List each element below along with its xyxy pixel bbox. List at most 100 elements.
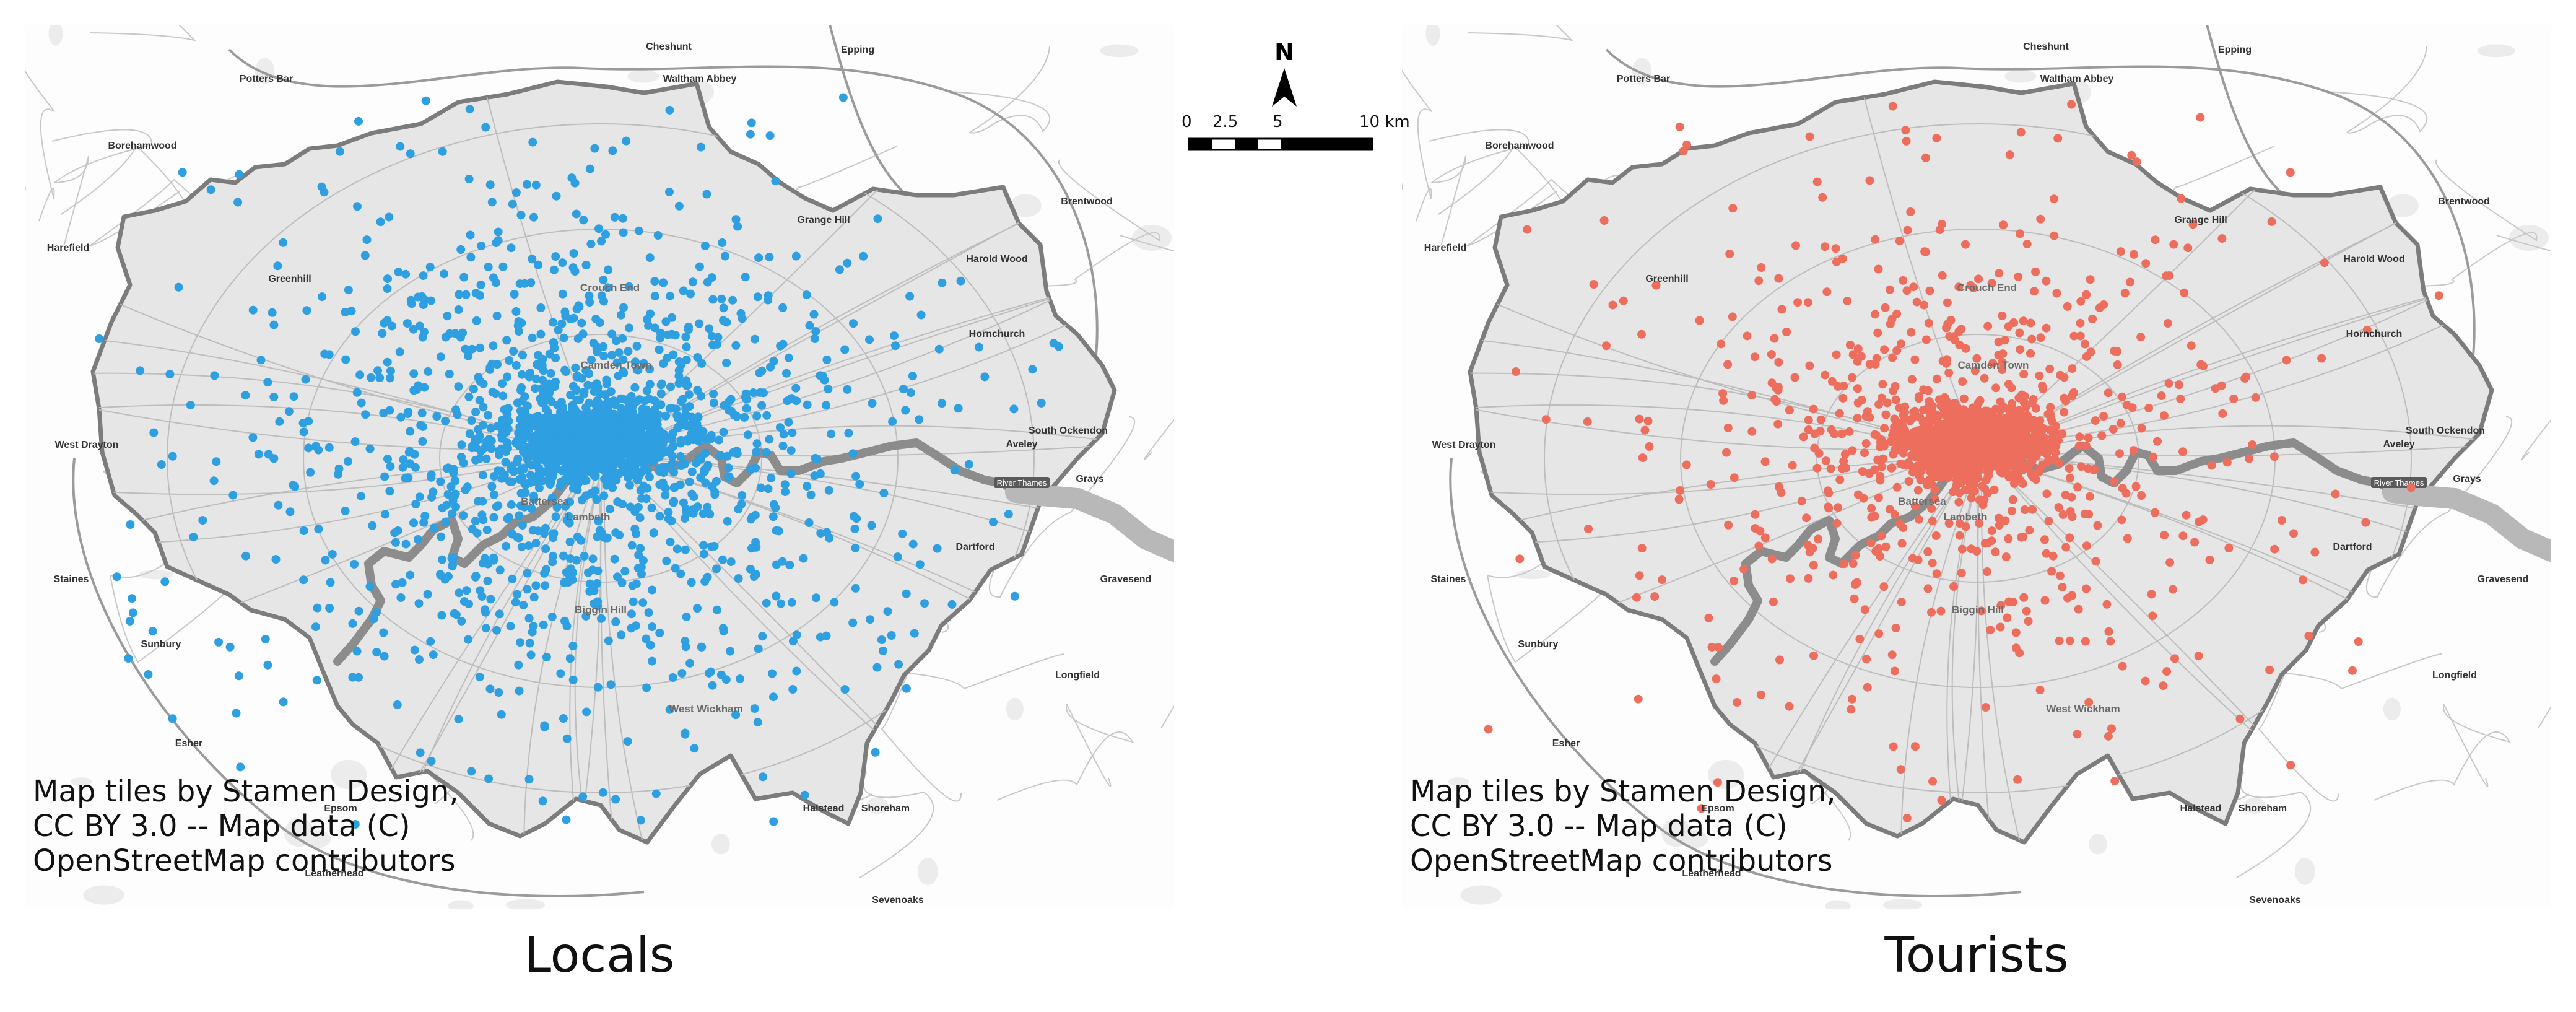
observation-point [2116,419,2125,428]
observation-point [1863,407,1872,416]
observation-point [558,258,567,268]
observation-point [2082,584,2091,593]
observation-point [596,531,606,540]
observation-point [425,263,435,272]
observation-point [2086,347,2095,357]
observation-point [802,290,811,300]
observation-point [894,660,903,669]
observation-point [650,277,659,286]
observation-point [541,449,550,458]
observation-point [2320,258,2329,268]
observation-point [563,472,572,481]
observation-point [1899,448,1908,458]
observation-point [168,451,177,461]
observation-point [409,518,418,528]
observation-point [646,411,656,421]
observation-point [2061,543,2071,552]
observation-point [709,398,718,408]
observation-point [1970,427,1980,437]
observation-point [1637,329,1646,339]
observation-point [521,408,530,417]
observation-point [800,790,809,800]
observation-point [947,600,957,609]
observation-point [399,455,408,465]
observation-point [2065,473,2074,482]
observation-point [765,435,774,444]
observation-point [321,556,330,565]
observation-point [2022,606,2031,616]
observation-point [279,697,288,707]
observation-point [563,465,572,474]
observation-point [632,530,641,538]
observation-point [524,372,534,382]
observation-point [859,251,868,261]
observation-point [112,572,121,582]
observation-point [609,396,619,406]
observation-point [580,388,589,396]
observation-point [2107,724,2116,733]
observation-point [723,517,732,526]
observation-point [1756,526,1765,536]
place-label: Brentwood [2438,196,2490,207]
observation-point [544,430,554,439]
observation-point [274,500,283,510]
observation-point [2159,411,2169,421]
observation-point [708,341,718,349]
observation-point [1645,442,1654,451]
observation-point [1803,541,1812,550]
observation-point [566,554,575,564]
observation-point [549,265,559,274]
place-label: Gravesend [1100,574,1152,585]
observation-point [649,528,658,538]
observation-point [604,636,613,645]
observation-point [734,505,743,513]
observation-point [440,269,449,279]
observation-point [665,105,674,115]
observation-point [2180,288,2189,297]
observation-point [352,388,362,397]
observation-point [804,518,814,527]
place-label: Aveley [1006,439,1038,450]
observation-point [603,459,612,468]
observation-point [454,305,463,314]
observation-point [1928,777,1937,786]
place-label: Epsom [324,803,357,814]
observation-point [1909,408,1918,417]
observation-point [417,408,427,417]
observation-point [509,467,518,476]
observation-point [511,188,521,197]
observation-point [289,392,298,401]
observation-point [1809,561,1818,570]
place-label: Grays [2453,474,2481,484]
observation-point [540,569,549,578]
observation-point [443,490,453,499]
observation-point [588,432,598,441]
observation-point [540,721,549,730]
observation-point [2018,461,2027,470]
observation-point [2304,631,2313,640]
observation-point [899,385,908,394]
observation-point [2073,730,2082,739]
observation-point [676,569,685,578]
observation-point [2123,534,2132,543]
place-label: Esher [1552,738,1580,749]
observation-point [518,370,526,379]
observation-point [636,449,645,458]
panel-title-locals: Locals [524,928,675,984]
observation-point [302,306,311,315]
observation-point [2104,731,2113,741]
observation-point [975,342,983,352]
observation-point [1881,303,1890,312]
observation-point [578,449,587,458]
observation-point [2043,446,2053,455]
place-label: Battersea [521,495,569,507]
place-label: West Drayton [55,440,119,450]
observation-point [2240,373,2250,383]
observation-point [1912,297,1921,307]
observation-point [1589,280,1598,289]
observation-point [559,333,568,342]
observation-point [2077,462,2086,471]
observation-point [1834,503,1843,512]
observation-point [1965,480,1975,489]
observation-point [520,502,529,512]
